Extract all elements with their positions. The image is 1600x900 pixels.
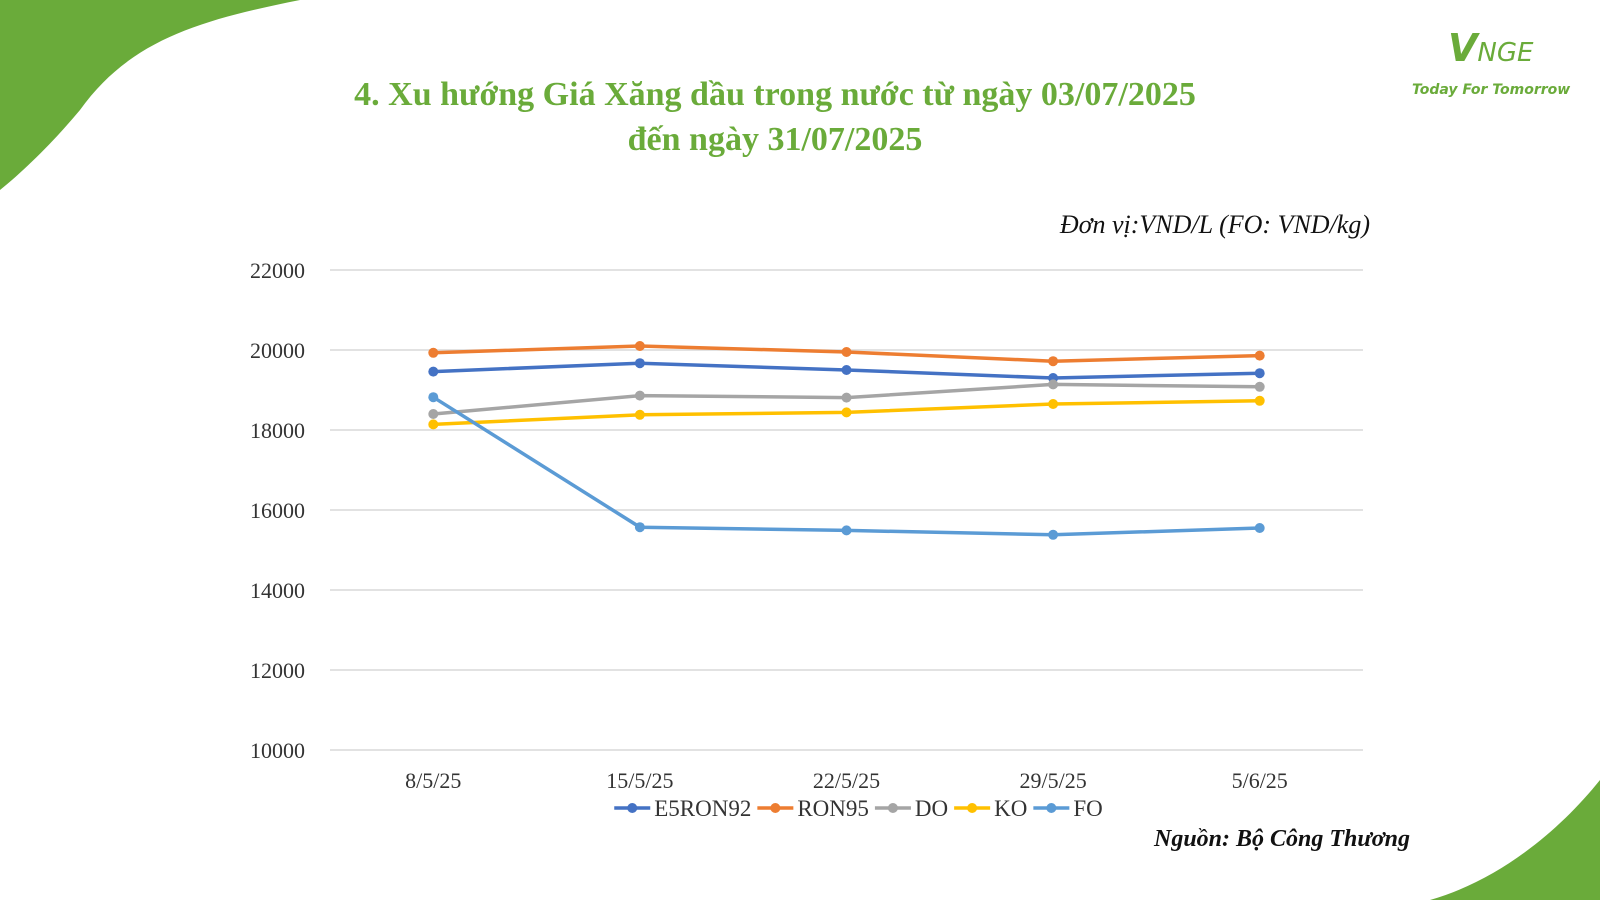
data-point	[1254, 395, 1265, 406]
data-point	[428, 366, 439, 377]
data-point	[428, 347, 439, 358]
data-point	[841, 365, 852, 375]
y-tick-label: 18000	[250, 418, 305, 443]
data-point	[428, 392, 439, 403]
page-title: 4. Xu hướng Giá Xăng dầu trong nước từ n…	[230, 72, 1320, 162]
x-tick-label: 15/5/25	[606, 768, 673, 793]
data-point	[1254, 368, 1265, 379]
data-point	[1254, 350, 1265, 361]
page-title-line-2: đến ngày 31/07/2025	[627, 121, 923, 158]
data-point	[634, 341, 645, 351]
x-axis-tick-labels: 8/5/25 15/5/25 22/5/25 29/5/25 5/6/25	[405, 768, 1288, 793]
x-tick-label: 29/5/25	[1019, 768, 1086, 793]
logo-tagline: Today For Tomorrow	[1412, 82, 1571, 98]
data-point	[1048, 529, 1059, 540]
series-fo	[428, 392, 1265, 540]
unit-label: Đơn vị:VND/L (FO: VND/kg)	[1059, 210, 1370, 239]
grid-lines	[330, 269, 1363, 751]
data-point	[1048, 379, 1059, 390]
logo-mark: VNGE	[1448, 26, 1533, 70]
legend-item-do: DO	[874, 796, 948, 821]
legend-marker-dot	[627, 803, 638, 813]
legend-marker-dot	[770, 803, 781, 813]
series-e5ron92	[428, 358, 1265, 383]
legend-label: DO	[915, 796, 948, 821]
legend: E5RON92 RON95 DO KO FO	[614, 796, 1103, 821]
data-point	[841, 407, 852, 418]
legend-marker-dot	[1046, 803, 1057, 813]
data-point	[634, 522, 645, 533]
x-tick-label: 5/6/25	[1232, 768, 1288, 793]
data-point	[634, 390, 645, 401]
page-title-line-1: 4. Xu hướng Giá Xăng dầu trong nước từ n…	[354, 76, 1196, 113]
data-point	[1048, 399, 1059, 409]
data-point	[1254, 523, 1265, 533]
data-point	[428, 419, 439, 430]
y-tick-label: 12000	[250, 658, 305, 683]
source-label: Nguồn: Bộ Công Thương	[1154, 826, 1410, 852]
logo-mark-rest: NGE	[1477, 38, 1534, 68]
data-point	[841, 525, 852, 536]
x-tick-label: 22/5/25	[813, 768, 880, 793]
y-tick-label: 14000	[250, 578, 305, 603]
series-ron95	[428, 341, 1265, 367]
data-point	[428, 409, 439, 419]
legend-marker-dot	[967, 803, 978, 813]
y-axis-tick-labels: 10000 12000 14000 16000 18000 20000 22000	[250, 258, 305, 763]
series-ko	[428, 395, 1265, 430]
legend-marker-dot	[887, 803, 898, 813]
legend-item-fo: FO	[1033, 796, 1103, 821]
data-point	[634, 358, 645, 369]
legend-label: RON95	[797, 796, 869, 821]
series-do	[428, 379, 1265, 419]
y-tick-label: 22000	[250, 258, 305, 283]
legend-label: KO	[994, 796, 1027, 821]
legend-label: FO	[1073, 796, 1102, 821]
x-tick-label: 8/5/25	[405, 768, 461, 793]
logo-mark-v: V	[1448, 26, 1478, 70]
data-point	[1048, 356, 1059, 367]
data-point	[1254, 381, 1265, 392]
legend-item-ron95: RON95	[757, 796, 869, 821]
y-tick-label: 16000	[250, 498, 305, 523]
vnge-logo: VNGE Today For Tomorrow	[1400, 18, 1580, 108]
y-tick-label: 20000	[250, 338, 305, 363]
legend-item-e5ron92: E5RON92	[614, 796, 751, 821]
series-lines	[428, 341, 1265, 540]
y-tick-label: 10000	[250, 738, 305, 763]
data-point	[634, 409, 645, 420]
legend-item-ko: KO	[954, 796, 1027, 821]
legend-label: E5RON92	[654, 796, 751, 821]
data-point	[841, 347, 852, 357]
data-point	[841, 392, 852, 403]
bottom-right-leaf-shape	[1430, 780, 1600, 900]
top-left-leaf-shape	[0, 0, 300, 190]
